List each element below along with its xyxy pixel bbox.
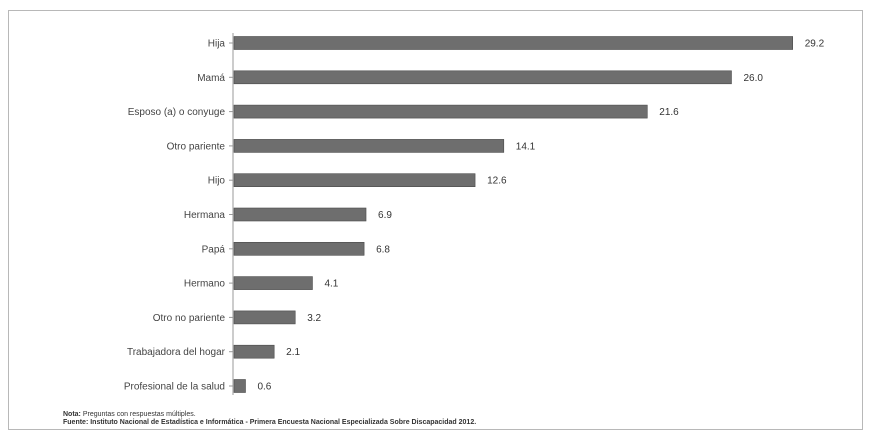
bar [233,344,275,359]
category-label: Hijo [208,176,226,187]
bars-group: Hija 29.2 Mamá 26.0 Esposo (a) o conyuge 21.6… [124,36,825,393]
bar [233,104,648,119]
bar [233,379,246,393]
value-label: 26.0 [743,73,763,84]
chart-frame: Hija 29.2 Mamá 26.0 Esposo (a) o conyuge 21.6… [8,10,863,430]
value-label: 6.9 [378,210,392,221]
value-label: 21.6 [659,107,679,118]
source-line: Fuente: Instituto Nacional de Estadístic… [63,419,476,427]
category-label: Mamá [197,73,225,84]
bar [233,70,732,85]
category-label: Otro no pariente [153,313,226,324]
value-label: 14.1 [516,141,536,152]
value-label: 6.8 [376,244,390,255]
bar [233,242,365,256]
source-text: Instituto Nacional de Estadística e Info… [90,419,477,426]
category-label: Hermano [184,279,226,290]
category-label: Esposo (a) o conyuge [128,107,226,118]
value-label: 2.1 [286,347,300,358]
value-label: 12.6 [487,176,507,187]
category-label: Hermana [184,210,226,221]
category-label: Papá [202,244,226,255]
bar [233,173,476,187]
category-label: Hija [208,39,226,50]
note-label: Nota: [63,411,81,418]
note-line: Nota: Preguntas con respuestas múltiples… [63,411,476,419]
bar [233,36,793,50]
category-label: Profesional de la salud [124,382,225,393]
bar [233,310,296,325]
bar-chart: Hija 29.2 Mamá 26.0 Esposo (a) o conyuge 21.6… [124,33,825,395]
value-label: 4.1 [324,279,338,290]
value-label: 0.6 [257,382,271,393]
category-label: Otro pariente [167,141,226,152]
category-label: Trabajadora del hogar [127,347,226,358]
note-text: Preguntas con respuestas múltiples. [82,411,196,418]
bar [233,139,505,153]
bar [233,207,367,222]
value-label: 3.2 [307,313,321,324]
value-label: 29.2 [805,39,825,50]
source-label: Fuente: [63,419,89,426]
bar [233,276,313,290]
chart-notes: Nota: Preguntas con respuestas múltiples… [63,411,476,427]
